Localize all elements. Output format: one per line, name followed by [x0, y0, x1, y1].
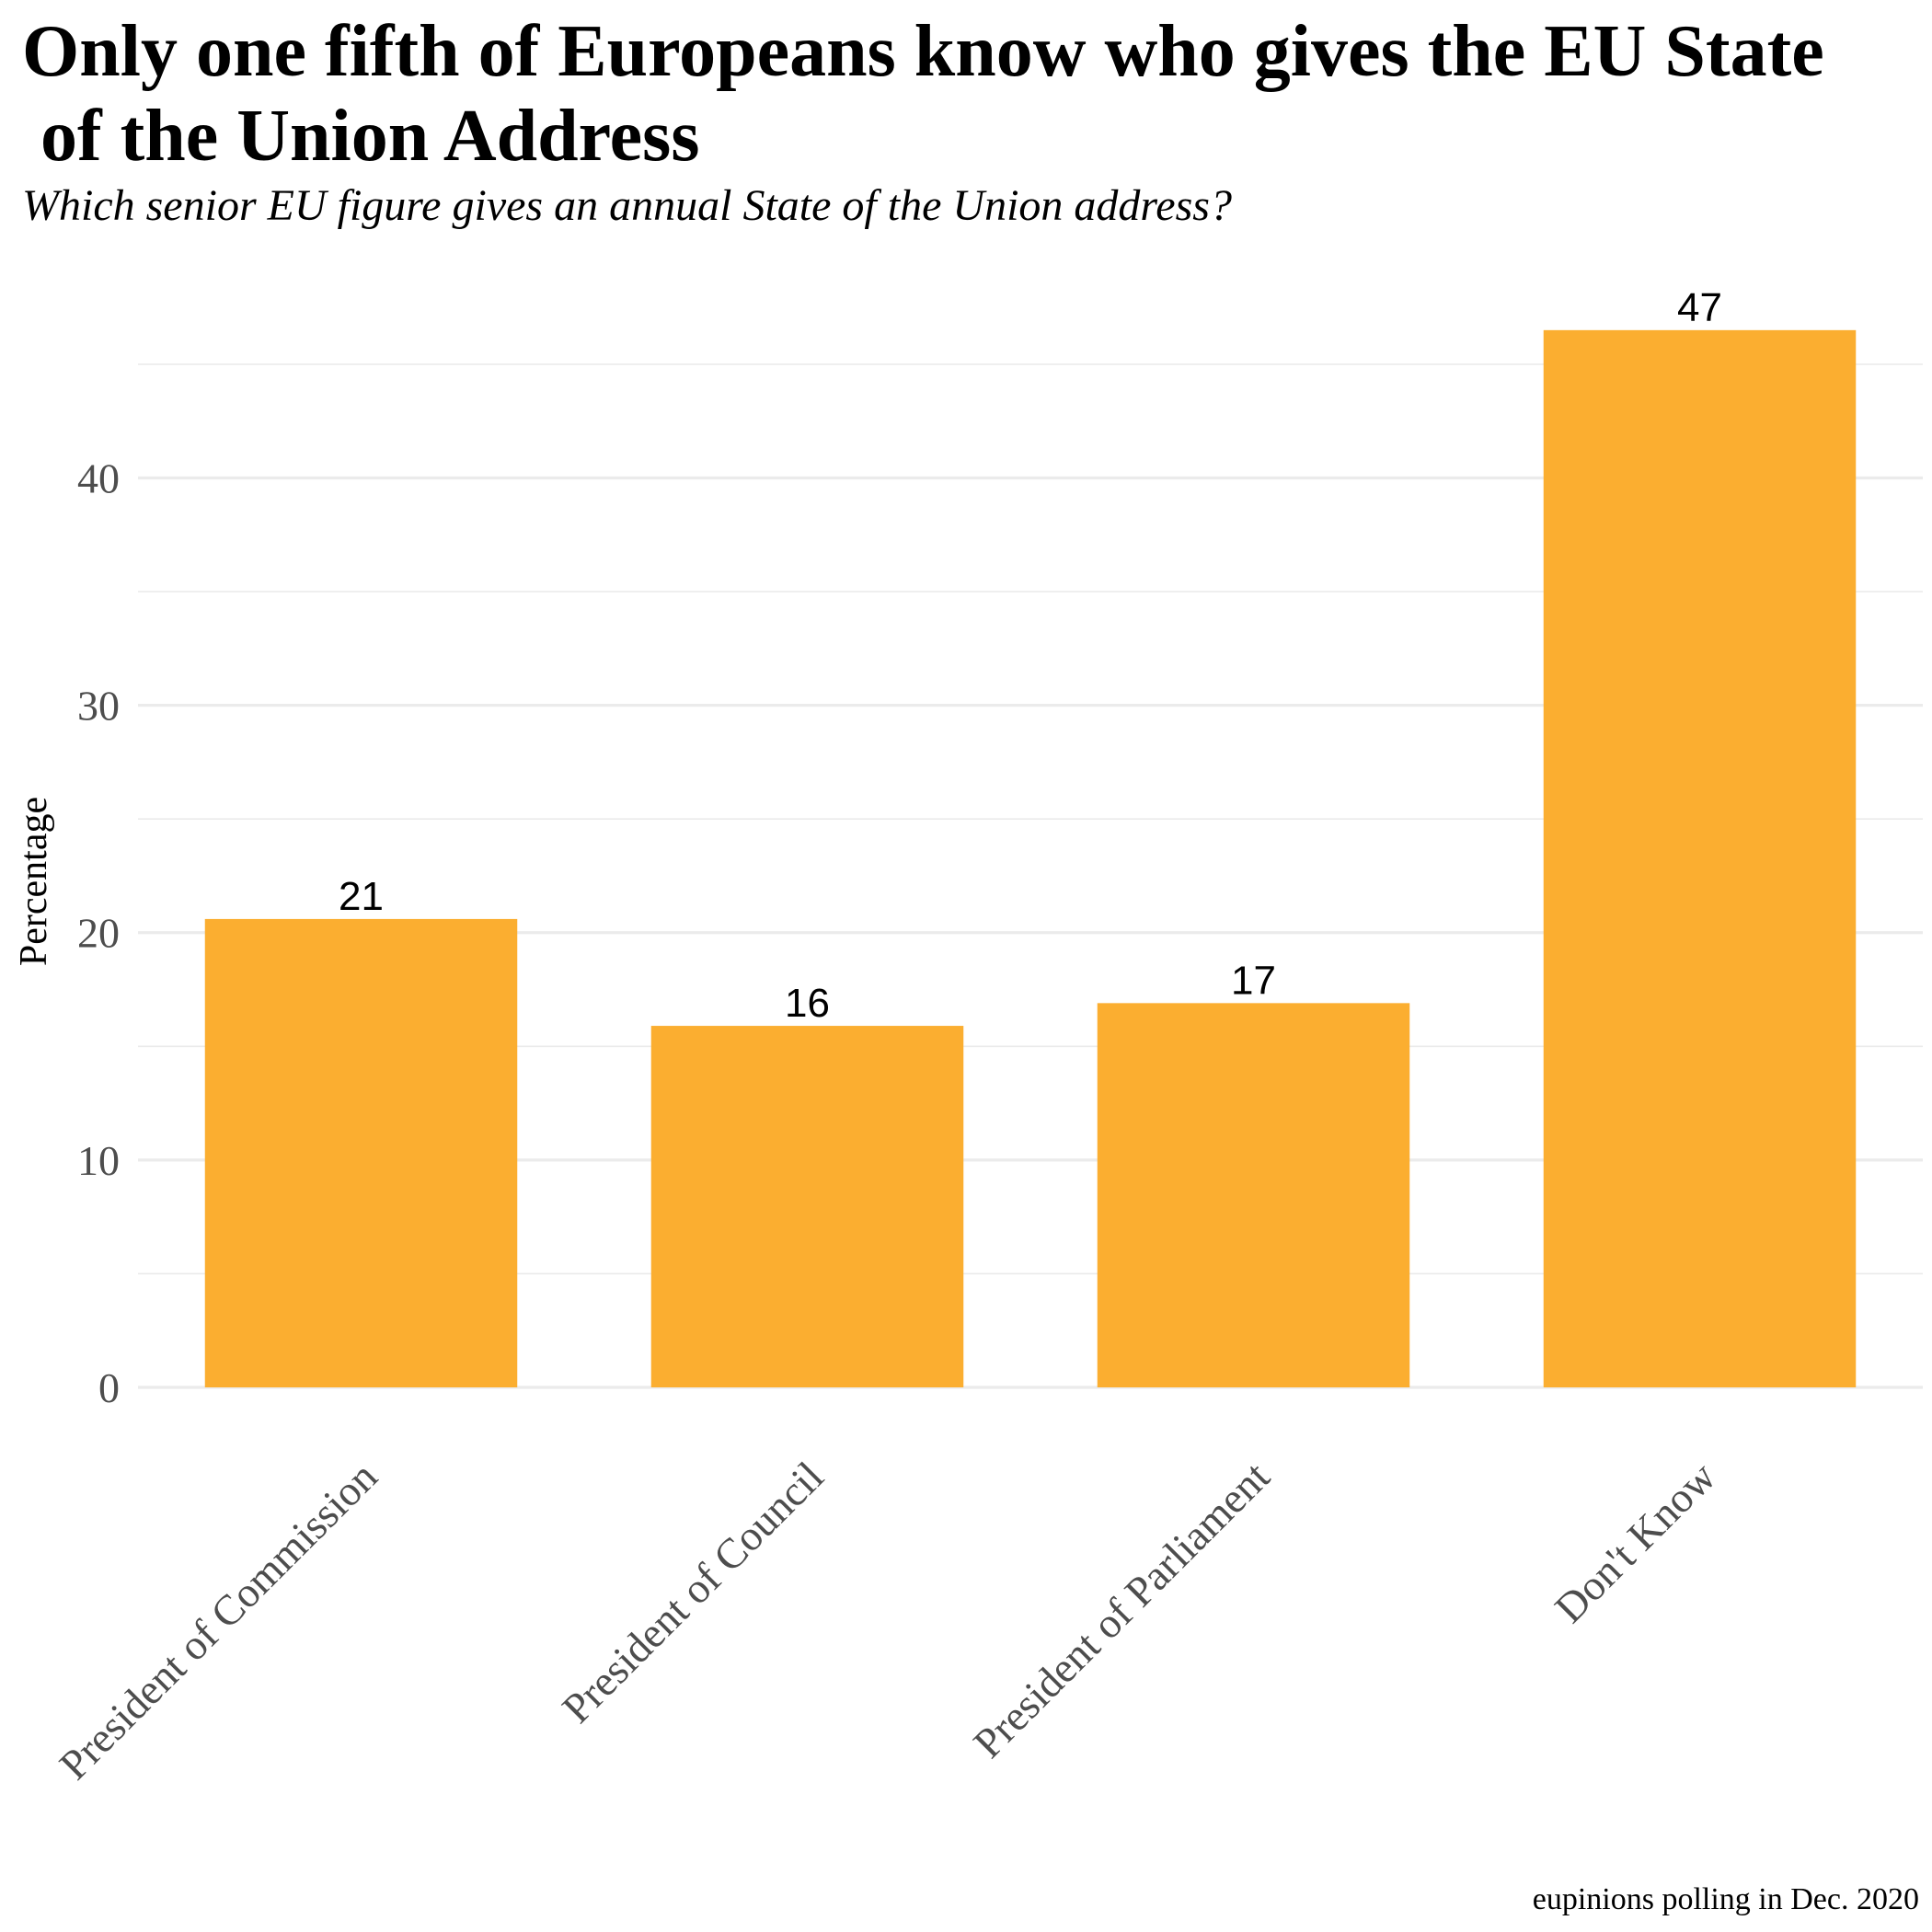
chart-subtitle: Which senior EU figure gives an annual S…: [22, 181, 1232, 230]
y-axis-title: Percentage: [13, 797, 55, 966]
x-tick-label: Don't Know: [1546, 1452, 1725, 1631]
bars: [204, 329, 1857, 1388]
y-tick-label: 40: [77, 454, 120, 501]
x-tick-label: President of Commission: [51, 1453, 386, 1788]
bar: [1097, 1003, 1410, 1387]
x-axis-ticks: President of Commission President of Coun…: [51, 1452, 1726, 1788]
data-label: 21: [339, 874, 384, 919]
x-tick-label: President of Parliament: [964, 1453, 1279, 1767]
data-label: 47: [1677, 285, 1722, 330]
data-label: 17: [1231, 958, 1276, 1003]
y-axis-ticks: 0 10 20 30 40: [77, 454, 120, 1411]
y-tick-label: 20: [77, 910, 120, 957]
y-tick-label: 30: [77, 683, 120, 730]
bar: [204, 918, 518, 1387]
chart-caption: eupinions polling in Dec. 2020: [1532, 1882, 1919, 1916]
bar: [650, 1026, 964, 1387]
x-tick-label: President of Council: [553, 1453, 832, 1731]
chart-title: Only one fifth of Europeans know who giv…: [22, 11, 1824, 177]
y-tick-label: 10: [77, 1137, 120, 1184]
data-label: 16: [785, 981, 830, 1026]
y-tick-label: 0: [98, 1364, 120, 1411]
data-labels: 21 16 17 47: [339, 285, 1722, 1026]
bar: [1543, 329, 1857, 1388]
